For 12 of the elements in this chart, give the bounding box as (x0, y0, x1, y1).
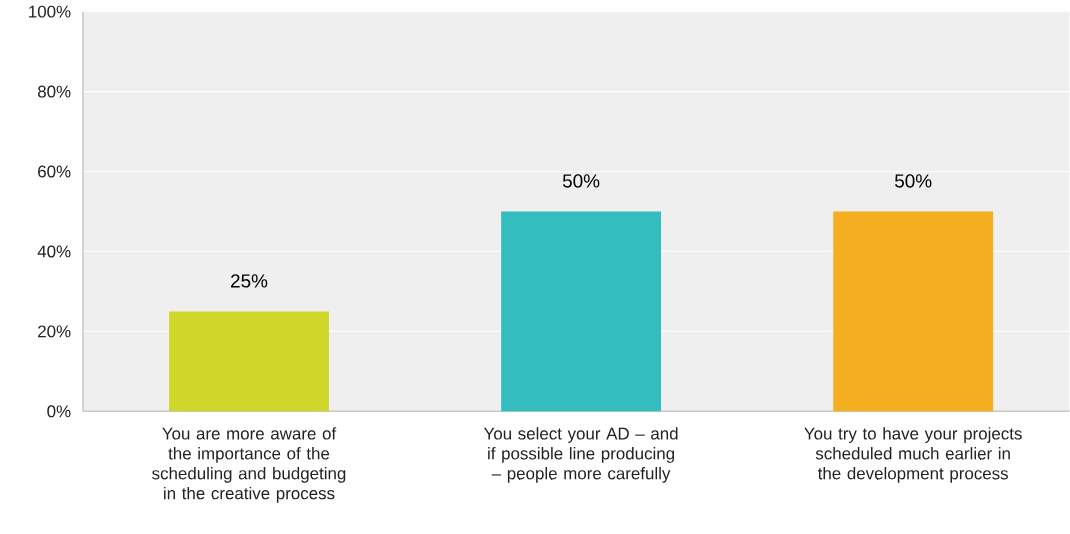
data-label: 50% (894, 174, 932, 188)
y-tick-label: 0% (47, 405, 71, 418)
data-label: 25% (231, 274, 268, 288)
y-tick-label: 100% (29, 5, 71, 18)
y-tick-label: 20% (38, 325, 71, 338)
data-label: 50% (562, 174, 600, 188)
y-tick-label: 40% (37, 245, 71, 258)
x-tick-label: You select your AD – and if possible line producing – people more carefully (483, 427, 678, 483)
y-tick-label: 60% (38, 165, 71, 178)
x-tick-label: You are more aware of the importance of the scheduling and budgeting in the creative process (152, 427, 346, 503)
x-tick-label: You try to have your projects scheduled much earlier in the development process (804, 427, 1022, 483)
y-tick-label: 80% (37, 85, 71, 98)
